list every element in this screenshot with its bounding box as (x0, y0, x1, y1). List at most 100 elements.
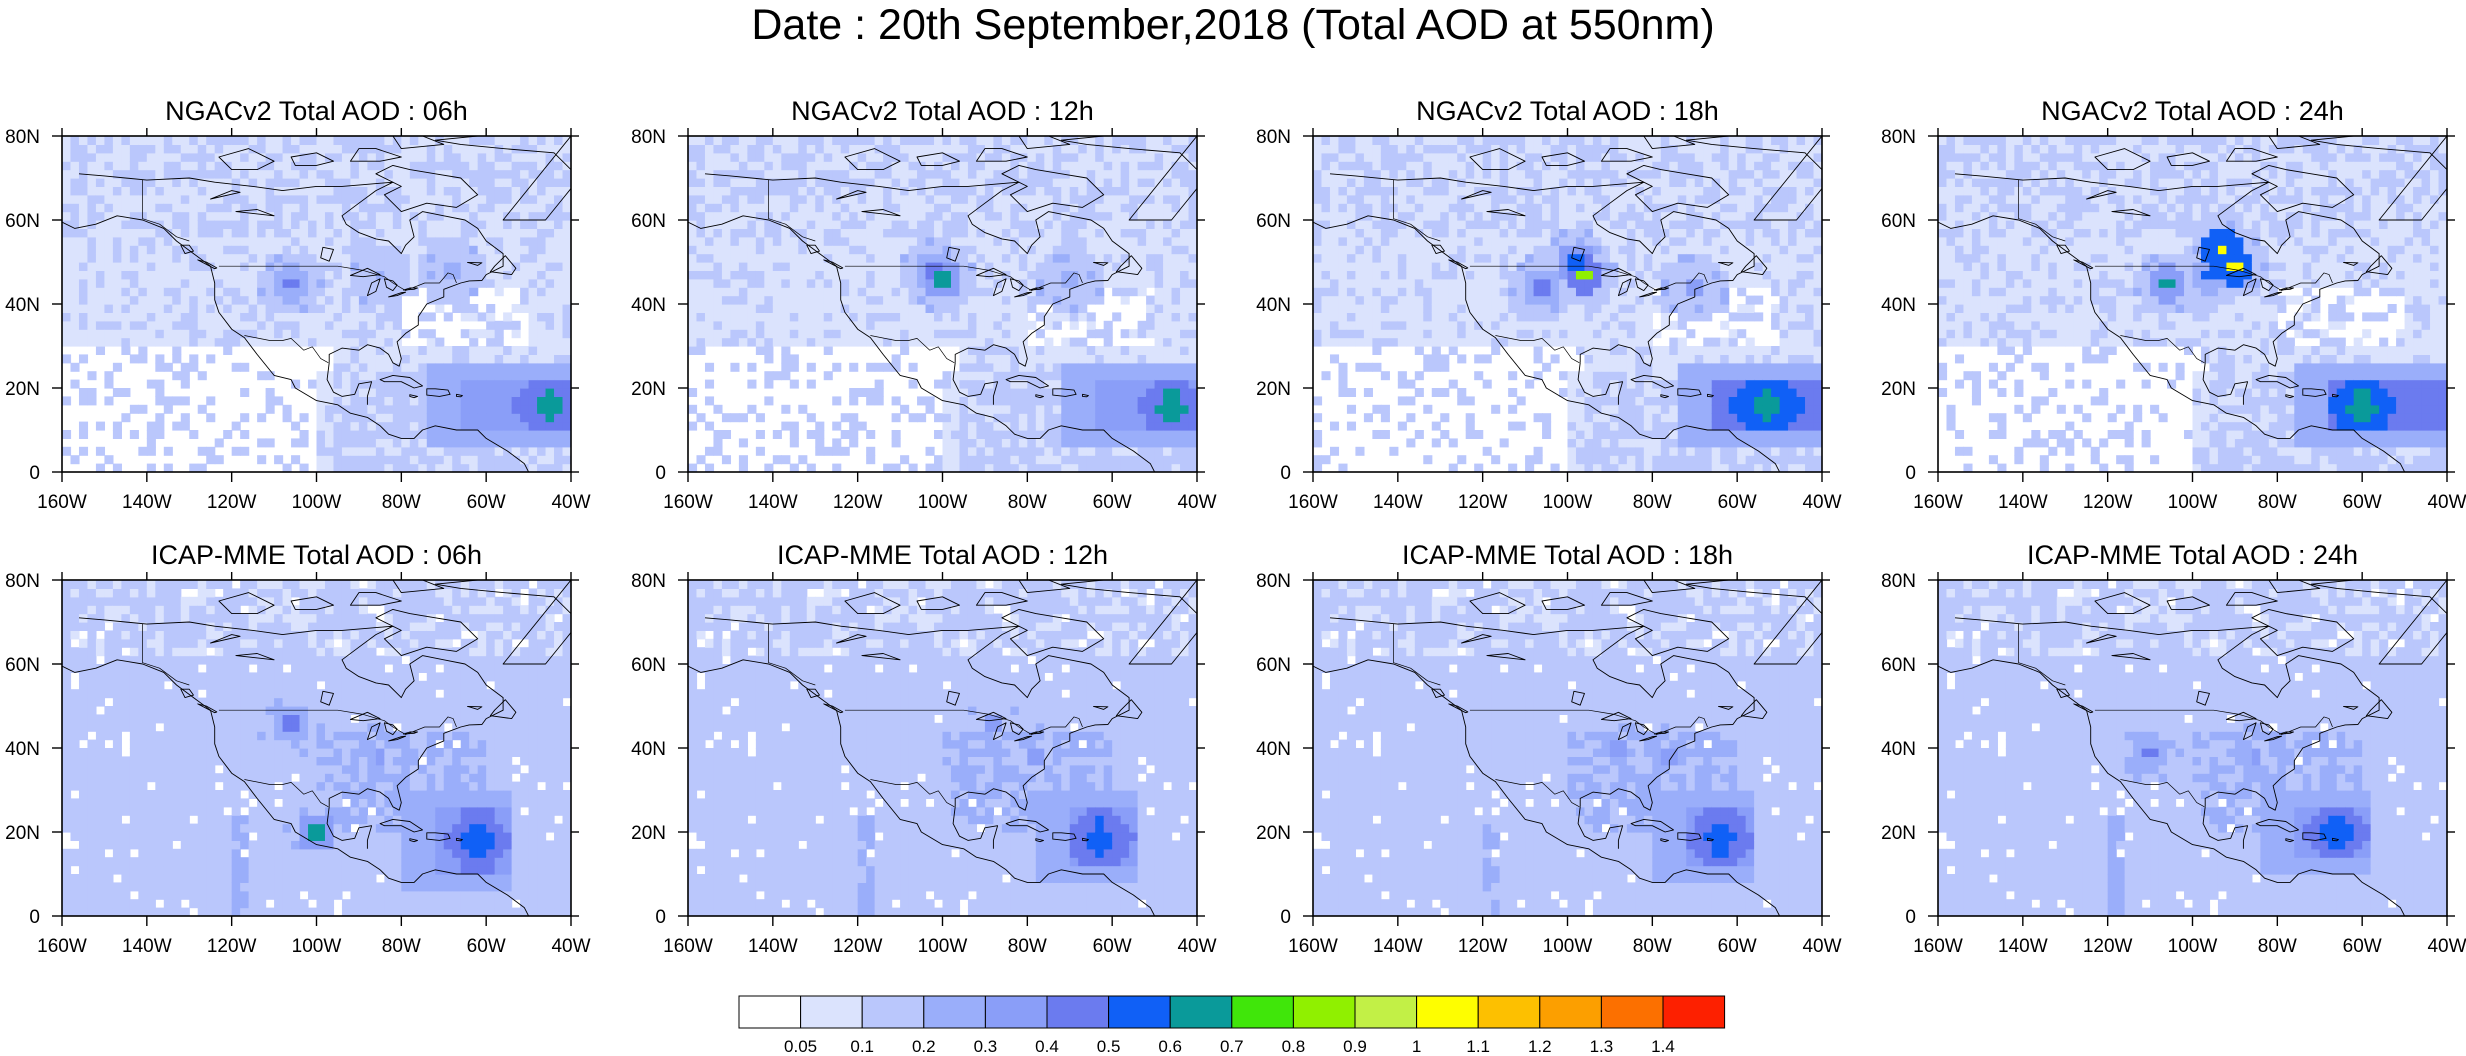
colorbar-swatch (1231, 995, 1294, 1029)
x-tick-label: 160W (1913, 936, 1963, 957)
y-tick-label: 80N (1881, 571, 1916, 592)
y-tick-label: 60N (1256, 655, 1291, 676)
colorbar-swatch (1539, 995, 1602, 1029)
x-tick-label: 140W (1373, 492, 1423, 513)
colorbar-swatch (738, 995, 802, 1029)
colorbar-swatch (1662, 995, 1726, 1029)
colorbar-swatch (923, 995, 986, 1029)
x-tick-label: 120W (207, 492, 257, 513)
colorbar-swatch (800, 995, 863, 1029)
y-tick-label: 0 (1905, 463, 1916, 484)
x-tick-label: 80W (382, 936, 421, 957)
colorbar: 0.05 0.1 0.2 0.3 0.4 0.5 0.6 0.7 0.8 0.9 1 1.1 1.2 1.… (738, 995, 1726, 1056)
x-tick-label: 140W (748, 492, 798, 513)
x-tick-label: 60W (1718, 936, 1757, 957)
x-tick-label: 160W (37, 492, 87, 513)
x-tick-label: 80W (2258, 936, 2297, 957)
y-tick-label: 0 (1905, 907, 1916, 928)
y-tick-label: 20N (631, 379, 666, 400)
x-tick-label: 40W (551, 936, 590, 957)
colorbar-swatch (1108, 995, 1171, 1029)
coastlines (1938, 136, 2447, 472)
x-tick-label: 80W (2258, 492, 2297, 513)
y-tick-label: 0 (1280, 907, 1291, 928)
x-tick-label: 120W (2083, 492, 2133, 513)
y-tick-label: 40N (5, 739, 40, 760)
x-tick-label: 140W (122, 492, 172, 513)
coastlines (62, 580, 571, 916)
colorbar-label: 0.9 (1343, 1037, 1367, 1056)
panel-title: NGACv2 Total AOD : 12h (791, 96, 1094, 126)
x-tick-label: 120W (207, 936, 257, 957)
map-panel: 160W 140W 120W 100W 80W 60W 40W 0 20N 40N 60N 80N NG… (1256, 96, 1841, 513)
y-tick-label: 80N (631, 127, 666, 148)
x-tick-label: 160W (1288, 936, 1338, 957)
y-tick-label: 60N (631, 655, 666, 676)
colorbar-swatch (1600, 995, 1664, 1029)
x-tick-label: 140W (748, 936, 798, 957)
y-tick-label: 60N (5, 211, 40, 232)
colorbar-label: 1 (1412, 1037, 1421, 1056)
x-tick-label: 60W (2343, 492, 2382, 513)
colorbar-swatch (1169, 995, 1233, 1029)
y-tick-label: 40N (631, 739, 666, 760)
x-tick-label: 40W (1177, 492, 1216, 513)
x-tick-label: 80W (1633, 936, 1672, 957)
y-tick-label: 0 (1280, 463, 1291, 484)
y-tick-label: 60N (1881, 211, 1916, 232)
x-tick-label: 80W (1008, 936, 1047, 957)
x-tick-label: 160W (1913, 492, 1963, 513)
x-tick-label: 100W (292, 492, 342, 513)
y-tick-label: 0 (29, 907, 40, 928)
coastlines (688, 580, 1197, 916)
colorbar-label: 0.7 (1220, 1037, 1244, 1056)
y-tick-label: 40N (1256, 295, 1291, 316)
colorbar-label: 0.2 (912, 1037, 936, 1056)
x-tick-label: 100W (2168, 492, 2218, 513)
map-panel: 160W 140W 120W 100W 80W 60W 40W 0 20N 40N 60N 80N IC… (1256, 540, 1841, 957)
colorbar-label: 0.05 (784, 1037, 817, 1056)
map-panel: 160W 140W 120W 100W 80W 60W 40W 0 20N 40N 60N 80N IC… (5, 540, 590, 957)
x-tick-label: 120W (833, 936, 883, 957)
x-tick-label: 100W (918, 936, 968, 957)
x-tick-label: 100W (292, 936, 342, 957)
x-tick-label: 40W (2427, 936, 2466, 957)
panel-title: NGACv2 Total AOD : 06h (165, 96, 468, 126)
x-tick-label: 60W (467, 492, 506, 513)
map-panel: 160W 140W 120W 100W 80W 60W 40W 0 20N 40N 60N 80N NG… (631, 96, 1216, 513)
x-tick-label: 40W (1177, 936, 1216, 957)
colorbar-swatch (1046, 995, 1110, 1029)
y-tick-label: 40N (631, 295, 666, 316)
colorbar-swatch (984, 995, 1048, 1029)
x-tick-label: 60W (1093, 936, 1132, 957)
coastlines (1313, 136, 1822, 472)
colorbar-label: 0.5 (1097, 1037, 1121, 1056)
colorbar-swatch (861, 995, 925, 1029)
y-tick-label: 20N (631, 823, 666, 844)
colorbar-label: 1.1 (1466, 1037, 1490, 1056)
x-tick-label: 60W (1093, 492, 1132, 513)
figure-title: Date : 20th September,2018 (Total AOD at… (751, 1, 1715, 49)
x-tick-label: 140W (1998, 492, 2048, 513)
panel-title: NGACv2 Total AOD : 18h (1416, 96, 1719, 126)
map-panel: 160W 140W 120W 100W 80W 60W 40W 0 20N 40N 60N 80N NG… (1881, 96, 2466, 513)
x-tick-label: 40W (1802, 936, 1841, 957)
y-tick-label: 60N (5, 655, 40, 676)
colorbar-label: 0.6 (1158, 1037, 1182, 1056)
colorbar-label: 1.4 (1651, 1037, 1675, 1056)
y-tick-label: 80N (5, 571, 40, 592)
colorbar-swatch (1416, 995, 1479, 1029)
y-tick-label: 20N (5, 823, 40, 844)
y-tick-label: 20N (1256, 379, 1291, 400)
aod-field (62, 580, 571, 916)
panel-title: ICAP-MME Total AOD : 24h (2027, 540, 2358, 570)
x-tick-label: 60W (467, 936, 506, 957)
map-panel: 160W 140W 120W 100W 80W 60W 40W 0 20N 40N 60N 80N IC… (631, 540, 1216, 957)
x-tick-label: 160W (663, 936, 713, 957)
x-tick-label: 160W (37, 936, 87, 957)
y-tick-label: 80N (1256, 127, 1291, 148)
panel-title: ICAP-MME Total AOD : 12h (777, 540, 1108, 570)
y-tick-label: 80N (1256, 571, 1291, 592)
x-tick-label: 40W (1802, 492, 1841, 513)
